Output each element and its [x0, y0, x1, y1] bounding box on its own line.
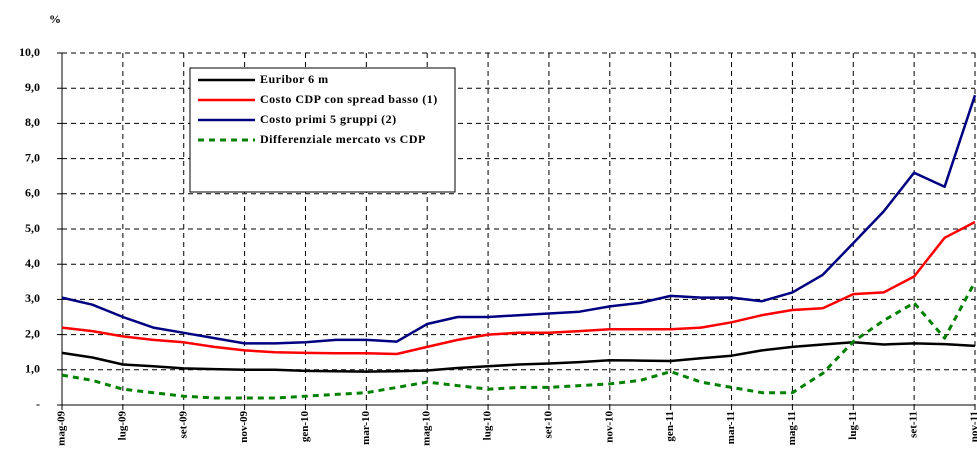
y-tick-label: 4,0: [25, 256, 40, 270]
legend-label: Costo primi 5 gruppi (2): [260, 112, 397, 126]
x-tick-label: nov-10: [603, 411, 615, 443]
y-tick-label: 1,0: [25, 362, 40, 376]
series-line: [61, 281, 977, 400]
x-tick-label: lug-11: [847, 411, 859, 440]
y-tick-label: 3,0: [25, 291, 40, 305]
x-tick-label: mar-10: [360, 411, 372, 445]
x-tick-label: lug-10: [482, 411, 494, 441]
y-tick-label: -: [36, 397, 40, 411]
y-tick-label: 10,0: [19, 45, 40, 59]
y-tick-label: 7,0: [25, 150, 40, 164]
series-line: [61, 94, 977, 345]
y-axis-label: %: [49, 12, 61, 26]
x-tick-label: nov-11: [969, 411, 977, 442]
legend-label: Differenziale mercato vs CDP: [260, 132, 426, 146]
x-tick-label: set-09: [177, 411, 189, 439]
series-line: [61, 341, 976, 373]
y-tick-label: 2,0: [25, 326, 40, 340]
x-tick-label: gen-10: [299, 411, 311, 443]
y-tick-label: 8,0: [25, 115, 40, 129]
legend-label: Costo CDP con spread basso (1): [260, 92, 438, 106]
x-tick-label: gen-11: [664, 411, 676, 442]
x-tick-label: nov-09: [238, 411, 250, 443]
x-tick-label: mag-11: [786, 411, 798, 445]
series-line: [61, 220, 976, 356]
y-tick-label: 6,0: [25, 186, 40, 200]
legend-label: Euribor 6 m: [260, 72, 329, 86]
x-tick-label: set-10: [542, 411, 554, 439]
x-tick-label: mag-09: [56, 411, 68, 446]
x-tick-label: mag-10: [421, 411, 433, 446]
y-tick-label: 5,0: [25, 221, 40, 235]
x-tick-label: set-11: [908, 411, 920, 438]
y-tick-label: 9,0: [25, 80, 40, 94]
legend-box: [189, 67, 456, 193]
x-tick-label: mar-11: [725, 411, 737, 444]
x-tick-label: lug-09: [116, 411, 128, 441]
